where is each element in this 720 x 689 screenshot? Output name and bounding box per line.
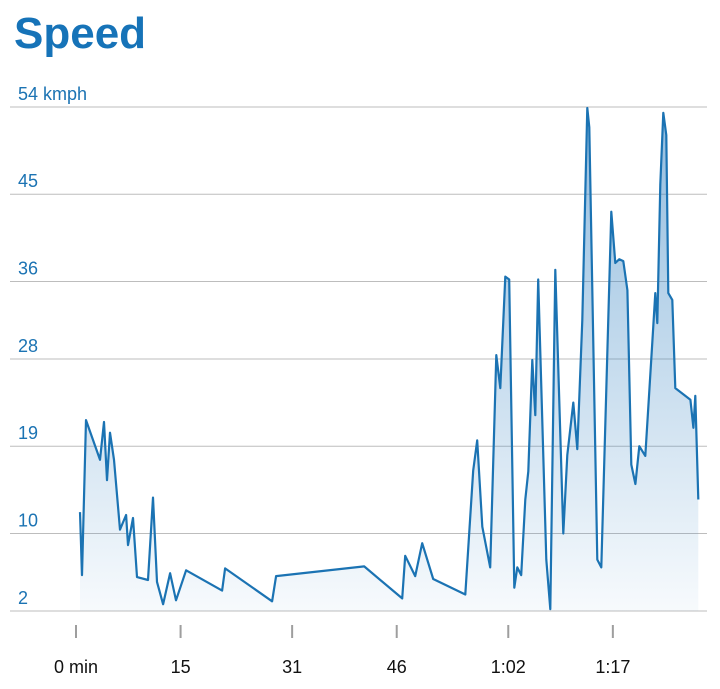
x-tick-label: 15: [171, 657, 191, 677]
x-tick-label: 31: [282, 657, 302, 677]
x-tick-label: 1:02: [491, 657, 526, 677]
x-tick-label: 46: [387, 657, 407, 677]
chart-title: Speed: [14, 9, 146, 58]
x-tick-label: 0 min: [54, 657, 98, 677]
x-tick-label: 1:17: [595, 657, 630, 677]
y-tick-label: 54 kmph: [18, 84, 87, 104]
y-tick-label: 19: [18, 423, 38, 443]
y-tick-label: 10: [18, 510, 38, 530]
y-tick-label: 36: [18, 258, 38, 278]
y-tick-label: 45: [18, 171, 38, 191]
y-tick-label: 28: [18, 336, 38, 356]
y-tick-label: 2: [18, 588, 28, 608]
line: [78, 106, 700, 611]
